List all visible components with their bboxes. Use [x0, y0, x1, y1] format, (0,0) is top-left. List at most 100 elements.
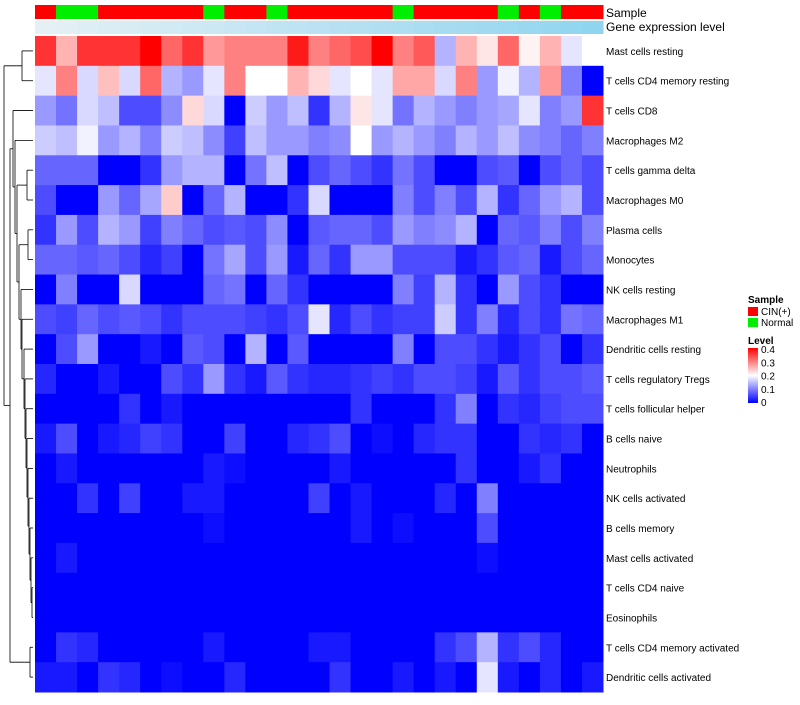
heatmap-cell [56, 632, 78, 663]
heatmap-cell [161, 542, 183, 574]
heatmap-cell [392, 572, 415, 604]
heatmap-cell [497, 95, 520, 126]
heatmap-cell [224, 364, 246, 395]
heatmap-cell [182, 602, 204, 633]
heatmap-cells [35, 36, 604, 693]
sample-annotation-cell [245, 5, 267, 19]
row-label: T cells CD4 naive [606, 584, 685, 595]
heatmap-cell [413, 483, 436, 514]
heatmap-cell [56, 483, 78, 514]
heatmap-cell [392, 304, 415, 335]
sample-annotation-cell [98, 5, 120, 19]
heatmap-cell [413, 423, 436, 454]
heatmap-cell [497, 483, 520, 514]
heatmap-cell [98, 36, 120, 67]
heatmap-cell [35, 453, 57, 484]
heatmap-cell [245, 185, 267, 216]
heatmap-cell [119, 572, 141, 604]
heatmap-cell [476, 513, 499, 544]
row-label: Dendritic cells resting [606, 345, 701, 356]
heatmap-cell [182, 65, 204, 97]
heatmap-cell [140, 364, 162, 395]
heatmap-cell [98, 214, 120, 246]
heatmap-cell [560, 244, 583, 276]
level-tick-label: 0.4 [761, 345, 775, 356]
heatmap-cell [287, 513, 309, 544]
heatmap-cell [434, 364, 457, 395]
heatmap-cell [98, 95, 120, 126]
sample-annotation-track [35, 5, 604, 19]
heatmap-cell [329, 513, 352, 544]
heatmap-cell [203, 513, 225, 544]
heatmap-cell [245, 483, 267, 514]
heatmap-cell [350, 36, 373, 67]
heatmap-cell [413, 542, 436, 574]
heatmap-cell [182, 274, 204, 305]
heatmap-cell [98, 393, 120, 425]
heatmap-cell [413, 65, 436, 97]
heatmap-cell [329, 274, 352, 305]
heatmap-cell [518, 244, 541, 276]
heatmap-cell [413, 214, 436, 246]
heatmap-cell [539, 393, 562, 425]
heatmap-cell [455, 662, 478, 693]
heatmap-cell [119, 155, 141, 186]
heatmap-cell [497, 662, 520, 693]
heatmap-cell [182, 95, 204, 126]
heatmap-cell [77, 304, 99, 335]
legend-label-normal: Normal [761, 318, 793, 329]
heatmap-cell [56, 334, 78, 365]
row-label: Dendritic cells activated [606, 673, 711, 684]
heatmap-cell [77, 36, 99, 67]
heatmap-cell [518, 304, 541, 335]
heatmap-cell [224, 304, 246, 335]
heatmap-cell [56, 572, 78, 604]
sample-annotation-cell [35, 5, 57, 19]
heatmap-cell [581, 274, 604, 305]
heatmap-cell [371, 36, 394, 67]
heatmap-cell [224, 214, 246, 246]
sample-annotation-cell [497, 5, 520, 19]
heatmap-cell [560, 632, 583, 663]
heatmap-cell [56, 244, 78, 276]
heatmap-cell [287, 304, 309, 335]
heatmap-cell [518, 36, 541, 67]
sample-annotation-cell [308, 5, 331, 19]
heatmap-cell [77, 95, 99, 126]
heatmap-cell [350, 185, 373, 216]
heatmap-cell [329, 244, 352, 276]
heatmap-cell [539, 244, 562, 276]
row-label: Macrophages M1 [606, 315, 684, 326]
expression-annotation-cell [581, 21, 604, 34]
heatmap-cell [350, 423, 373, 454]
heatmap-cell [98, 304, 120, 335]
heatmap-cell [581, 602, 604, 633]
heatmap-cell [497, 453, 520, 484]
heatmap-cell [245, 304, 267, 335]
heatmap-cell [266, 214, 288, 246]
heatmap-cell [35, 95, 57, 126]
heatmap-cell [224, 513, 246, 544]
heatmap-cell [434, 483, 457, 514]
heatmap-cell [287, 274, 309, 305]
level-tick-label: 0.3 [761, 358, 775, 369]
level-ticks: 0.4 0.3 0.2 0.1 0 [761, 345, 775, 409]
heatmap-cell [371, 662, 394, 693]
heatmap-cell [392, 393, 415, 425]
heatmap-cell [560, 453, 583, 484]
heatmap-cell [182, 36, 204, 67]
sample-annotation-cell [539, 5, 562, 19]
heatmap-cell [266, 95, 288, 126]
heatmap-cell [392, 125, 415, 156]
sample-annotation-cell [224, 5, 246, 19]
heatmap-cell [455, 304, 478, 335]
expression-annotation-cell [35, 21, 57, 34]
heatmap-cell [35, 662, 57, 693]
expression-annotation-cell [98, 21, 120, 34]
heatmap-cell [287, 214, 309, 246]
heatmap-cell [140, 453, 162, 484]
heatmap-cell [455, 632, 478, 663]
heatmap-cell [35, 572, 57, 604]
heatmap-cell [539, 602, 562, 633]
heatmap-cell [266, 334, 288, 365]
